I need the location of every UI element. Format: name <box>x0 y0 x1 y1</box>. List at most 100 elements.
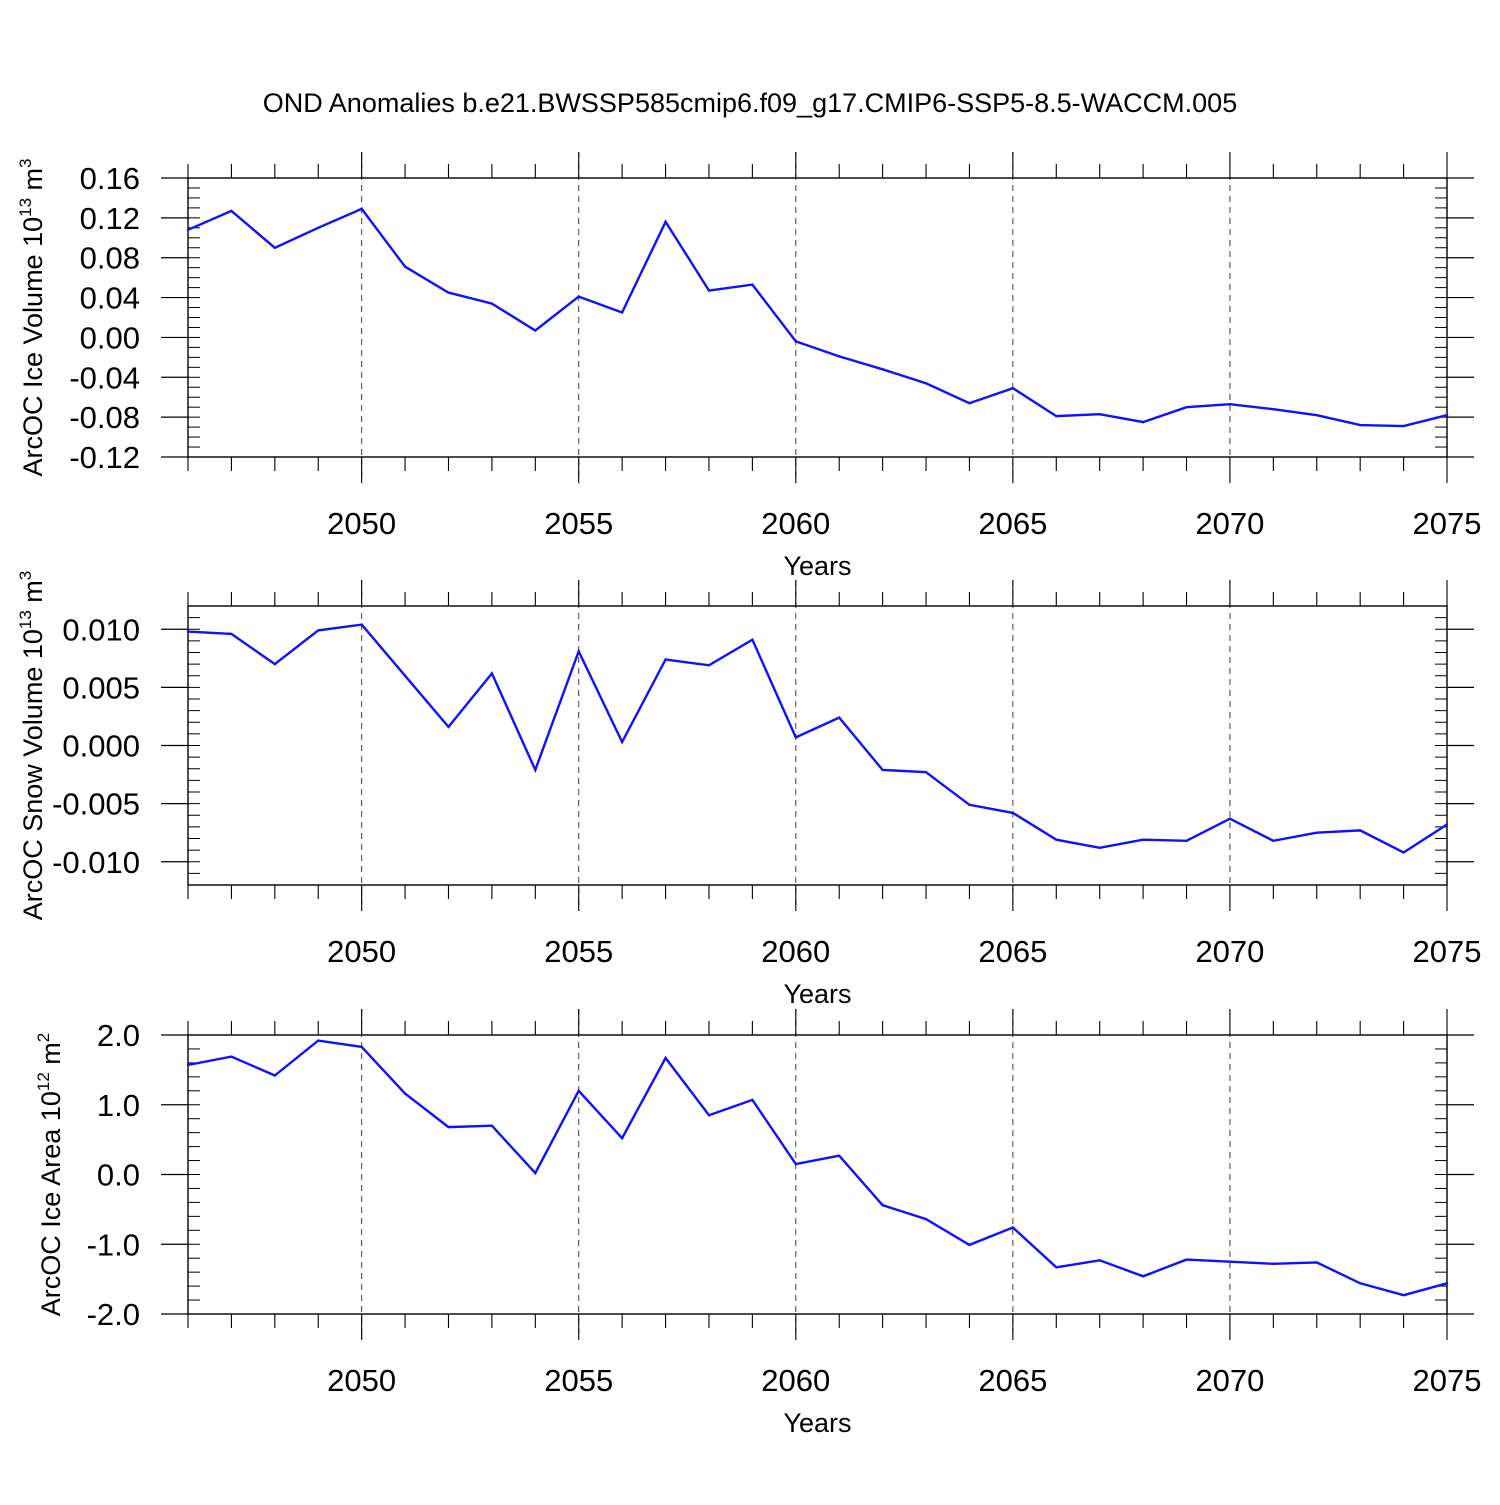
x-tick-label: 2075 <box>1413 934 1482 969</box>
y-tick-label: -0.010 <box>52 845 140 880</box>
data-point <box>1445 413 1449 417</box>
data-point <box>273 1074 277 1077</box>
data-point <box>707 664 711 667</box>
data-point <box>534 768 537 772</box>
y-axis-label-exponent: 13 <box>16 198 35 217</box>
y-tick-label: 0.04 <box>80 281 140 316</box>
data-point <box>1272 839 1275 843</box>
x-tick-label: 2070 <box>1195 506 1264 541</box>
y-axis-label-unit: m <box>18 580 48 610</box>
y-tick-label: 2.0 <box>97 1018 140 1053</box>
x-tick-label: 2075 <box>1413 506 1482 541</box>
data-point <box>838 1154 841 1157</box>
data-point <box>881 768 884 772</box>
data-point <box>273 246 277 249</box>
y-tick-label: -0.005 <box>52 787 140 822</box>
data-point <box>230 209 233 213</box>
y-axis-label-unit: m <box>36 1042 66 1072</box>
data-point <box>924 1217 928 1221</box>
data-point <box>1185 1258 1188 1261</box>
data-point <box>1098 412 1101 416</box>
data-point <box>403 1092 407 1095</box>
data-point <box>838 355 841 358</box>
data-point <box>968 803 971 806</box>
x-tick-label: 2055 <box>544 506 613 541</box>
plot-frame <box>187 1034 1448 1315</box>
data-point <box>881 368 884 371</box>
data-point <box>838 716 841 719</box>
x-tick-label: 2060 <box>761 1363 830 1398</box>
y-tick-label: 0.000 <box>62 729 140 764</box>
data-point <box>1272 407 1275 411</box>
data-point <box>317 629 320 632</box>
x-tick-label: 2050 <box>327 1363 396 1398</box>
x-tick-label: 2070 <box>1195 934 1264 969</box>
chart-panel-2: -0.010 -0.005 0.000 0.005 0.010 2050 2055 2060 2… <box>16 571 1481 1009</box>
data-point <box>1141 420 1145 424</box>
data-point <box>1358 1282 1362 1285</box>
y-axis-label-unit-exponent: 2 <box>34 1033 53 1042</box>
data-point <box>490 672 494 675</box>
data-point <box>490 302 494 305</box>
x-axis-label: Years <box>783 1408 851 1438</box>
series-line <box>187 207 1448 428</box>
data-point <box>1055 414 1058 418</box>
data-point <box>1445 1282 1449 1285</box>
y-tick-label: 1.0 <box>97 1088 140 1123</box>
y-axis-label-unit-exponent: 3 <box>16 158 35 167</box>
y-axis-label: ArcOC Ice Volume 1013 m3 <box>16 158 48 476</box>
data-point <box>620 740 624 744</box>
y-axis-label: ArcOC Ice Area 1012 m2 <box>34 1033 66 1317</box>
x-axis-label: Years <box>783 551 851 581</box>
data-point <box>1358 423 1362 427</box>
y-tick-label: 0.16 <box>80 161 140 196</box>
data-point <box>1402 1293 1405 1297</box>
y-tick-label: 0.010 <box>62 612 140 647</box>
x-tick-label: 2065 <box>978 506 1047 541</box>
y-axis-label-exponent: 13 <box>16 610 35 629</box>
y-tick-label: -1.0 <box>87 1227 140 1262</box>
x-tick-label: 2055 <box>544 934 613 969</box>
y-axis-label-text: ArcOC Ice Volume 10 <box>18 217 48 477</box>
data-point <box>1185 405 1188 409</box>
y-axis-label-unit: m <box>18 168 48 198</box>
data-point <box>1098 1259 1101 1262</box>
y-tick-label: 0.00 <box>80 320 140 355</box>
data-point <box>534 329 537 332</box>
chart-panel-1: -0.12 -0.08 -0.04 0.00 0.04 0.08 0.12 0.16 2050 2… <box>16 152 1481 581</box>
data-point <box>794 340 797 343</box>
data-point <box>1011 1226 1015 1229</box>
y-tick-label: -0.12 <box>69 440 140 475</box>
series-line <box>187 1039 1448 1297</box>
data-point <box>360 1045 363 1049</box>
x-tick-label: 2055 <box>544 1363 613 1398</box>
data-point <box>1358 829 1362 832</box>
data-point <box>881 1203 884 1207</box>
y-tick-label: 0.08 <box>80 241 140 276</box>
data-point <box>186 228 190 232</box>
data-point <box>1141 838 1145 841</box>
data-point <box>534 1171 537 1175</box>
data-point <box>707 289 711 292</box>
data-point <box>577 295 580 298</box>
x-tick-label: 2070 <box>1195 1363 1264 1398</box>
x-tick-label: 2060 <box>761 934 830 969</box>
data-point <box>794 1162 797 1166</box>
y-axis-label: ArcOC Snow Volume 1013 m3 <box>16 571 48 921</box>
data-point <box>924 382 928 385</box>
data-point <box>1315 831 1318 834</box>
data-point <box>620 311 624 314</box>
data-point <box>1185 839 1188 843</box>
x-tick-label: 2075 <box>1413 1363 1482 1398</box>
y-tick-label: -0.04 <box>69 360 140 395</box>
x-tick-label: 2065 <box>978 1363 1047 1398</box>
data-point <box>1228 402 1232 406</box>
chart-panel-3: -2.0 -1.0 0.0 1.0 2.0 2050 2055 2060 2065 2070 207… <box>34 1009 1481 1438</box>
data-point <box>968 1243 971 1247</box>
data-point <box>751 1098 754 1102</box>
data-point <box>447 1125 450 1129</box>
y-axis-label-text: ArcOC Ice Area 10 <box>36 1091 66 1316</box>
data-point <box>1315 413 1318 417</box>
